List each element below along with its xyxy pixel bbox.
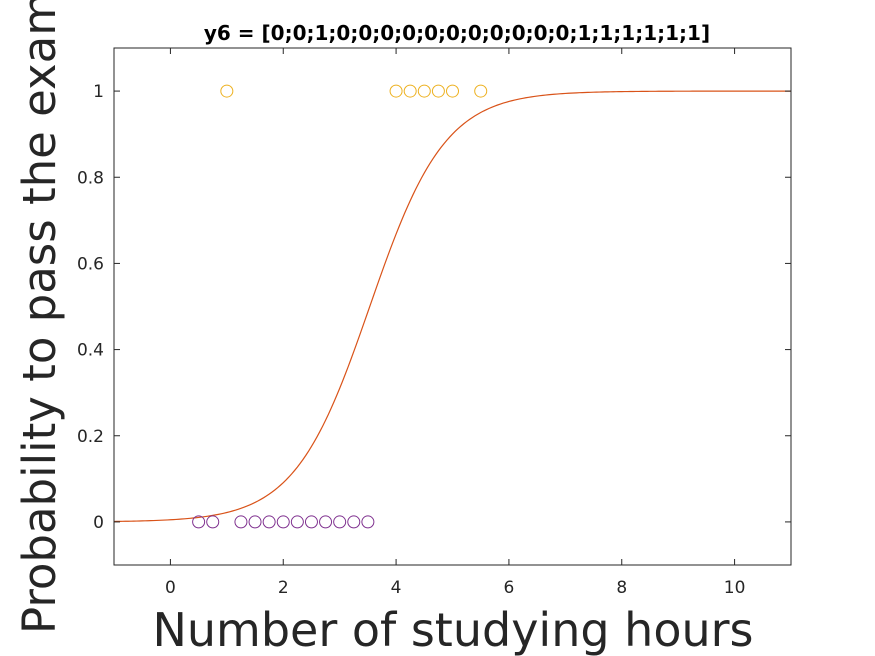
data-point [446, 84, 459, 98]
data-point [304, 515, 318, 529]
data-point [276, 515, 290, 529]
y-tick-label: 0.2 [77, 427, 104, 447]
x-tick-label: 2 [278, 578, 289, 598]
data-point [474, 84, 488, 98]
data-point [333, 515, 347, 529]
ticks-layer: 0 2 4 6 8 10 0 0.2 0.4 0.6 0.8 1 [77, 48, 791, 598]
x-tick-label: 10 [724, 578, 746, 598]
data-point [347, 515, 361, 529]
plot-layer [113, 90, 791, 523]
x-tick-label: 6 [504, 578, 515, 598]
data-point [403, 84, 417, 98]
data-point [234, 515, 248, 529]
x-tick-label: 4 [391, 578, 402, 598]
data-point [206, 515, 220, 529]
x-tick-label: 0 [165, 578, 176, 598]
data-point [248, 515, 262, 529]
data-point [192, 515, 206, 529]
data-point [262, 515, 276, 529]
y-tick-label: 0.6 [77, 254, 104, 274]
fitted-curve [113, 90, 791, 523]
points-layer [192, 84, 488, 529]
y-tick-label: 0.8 [77, 168, 104, 188]
data-point [290, 515, 304, 529]
chart-title: y6 = [0;0;1;0;0;0;0;0;0;0;0;0;0;0;1;1;1;… [204, 21, 710, 45]
data-point [319, 515, 333, 529]
data-point [361, 515, 375, 529]
data-point [431, 84, 445, 98]
x-tick-label: 8 [616, 578, 627, 598]
y-tick-label: 0.4 [77, 341, 104, 361]
y-tick-label: 1 [93, 82, 104, 102]
x-axis-label: Number of studying hours [152, 603, 753, 656]
y-tick-label: 0 [93, 513, 104, 533]
axes-box [113, 47, 792, 566]
data-point [220, 84, 234, 98]
data-point [389, 84, 403, 98]
data-point [417, 84, 431, 98]
y-axis-label: Probability to pass the exam [13, 0, 66, 634]
